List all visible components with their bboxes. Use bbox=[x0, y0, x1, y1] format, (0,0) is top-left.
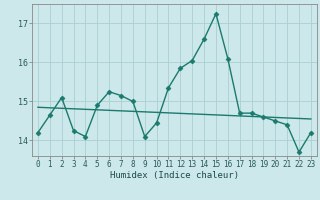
X-axis label: Humidex (Indice chaleur): Humidex (Indice chaleur) bbox=[110, 171, 239, 180]
